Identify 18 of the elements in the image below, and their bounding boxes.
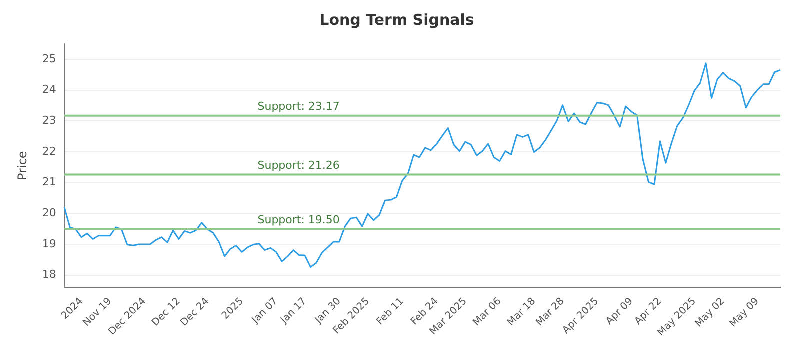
y-axis-title: Price [15,151,30,180]
y-tick-label: 18 [42,268,56,282]
x-tick-label: Jan 07 [250,296,280,327]
y-tick-label: 20 [42,206,56,220]
x-tick-label: Feb 11 [374,296,406,328]
y-tick-label: 24 [42,83,56,96]
y-tick-label: 25 [42,52,56,66]
ref-line-label: Support: 23.17 [258,100,340,114]
x-tick-label: Jan 17 [278,296,309,327]
y-tick-label: 23 [42,114,56,127]
chart-title: Long Term Signals [320,10,474,29]
ref-line-label: Support: 19.50 [258,213,340,226]
y-tick-label: 19 [42,237,56,250]
x-tick-label: Dec 24 [178,296,212,329]
y-tick-label: 22 [42,144,56,158]
x-tick-label: Mar 06 [471,296,504,328]
ref-line-label: Support: 21.26 [258,159,340,172]
y-tick-label: 21 [42,176,56,189]
